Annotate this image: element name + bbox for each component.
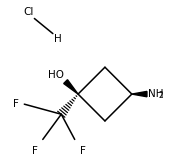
Text: H: H xyxy=(54,34,61,45)
Text: 2: 2 xyxy=(159,91,163,100)
Text: F: F xyxy=(13,99,19,109)
Polygon shape xyxy=(132,91,147,97)
Text: F: F xyxy=(32,146,38,156)
Polygon shape xyxy=(64,80,78,94)
Text: Cl: Cl xyxy=(23,7,33,17)
Text: HO: HO xyxy=(48,70,64,80)
Text: NH: NH xyxy=(148,89,163,99)
Text: F: F xyxy=(80,146,86,156)
